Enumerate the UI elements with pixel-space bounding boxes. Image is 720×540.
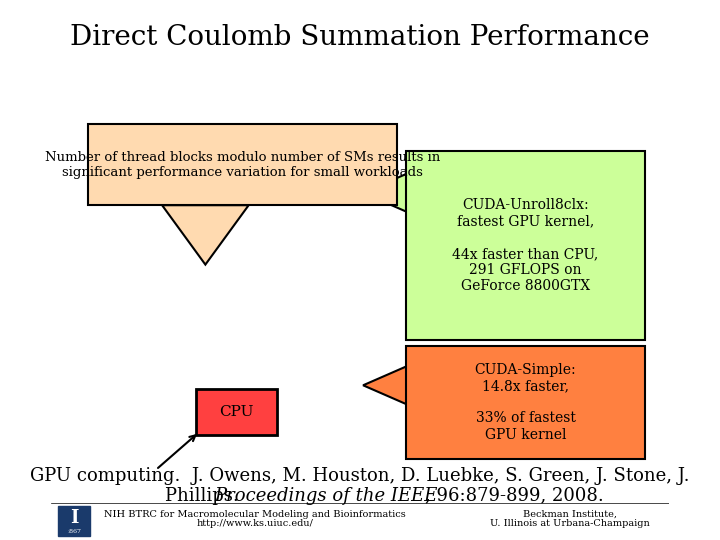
Text: GPU computing.  J. Owens, M. Houston, D. Luebke, S. Green, J. Stone, J.: GPU computing. J. Owens, M. Houston, D. … [30, 467, 690, 485]
Text: CUDA-Simple:
14.8x faster,

33% of fastest
GPU kernel: CUDA-Simple: 14.8x faster, 33% of fastes… [474, 363, 576, 442]
Text: U. Illinois at Urbana-Champaign: U. Illinois at Urbana-Champaign [490, 519, 650, 528]
FancyBboxPatch shape [88, 124, 397, 205]
Text: , 96:879-899, 2008.: , 96:879-899, 2008. [425, 487, 603, 505]
FancyBboxPatch shape [196, 389, 276, 435]
Text: :867: :867 [67, 529, 81, 534]
Text: NIH BTRC for Macromolecular Modeling and Bioinformatics: NIH BTRC for Macromolecular Modeling and… [104, 510, 406, 518]
Text: Beckman Institute,: Beckman Institute, [523, 510, 617, 518]
Text: Direct Coulomb Summation Performance: Direct Coulomb Summation Performance [70, 24, 650, 51]
Text: CUDA-Unroll8clx:
fastest GPU kernel,

44x faster than CPU,
291 GFLOPS on
GeForce: CUDA-Unroll8clx: fastest GPU kernel, 44x… [452, 198, 598, 293]
Text: http://www.ks.uiuc.edu/: http://www.ks.uiuc.edu/ [197, 519, 313, 528]
Text: Number of thread blocks modulo number of SMs results in
significant performance : Number of thread blocks modulo number of… [45, 151, 440, 179]
Text: CPU: CPU [219, 405, 253, 418]
Polygon shape [162, 205, 248, 265]
Text: Phillips.: Phillips. [165, 487, 245, 505]
Polygon shape [363, 366, 406, 404]
FancyBboxPatch shape [58, 506, 90, 536]
FancyBboxPatch shape [406, 346, 644, 459]
Text: Proceedings of the IEEE: Proceedings of the IEEE [215, 487, 438, 505]
FancyBboxPatch shape [406, 151, 644, 340]
Text: I: I [70, 509, 78, 528]
Polygon shape [363, 174, 406, 212]
